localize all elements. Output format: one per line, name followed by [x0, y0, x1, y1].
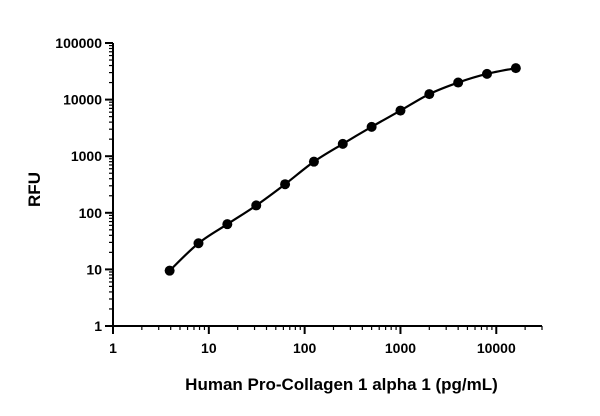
- data-point: [164, 265, 175, 276]
- x-tick-label: 10: [201, 340, 217, 356]
- data-point: [251, 200, 262, 211]
- x-tick-label: 1: [109, 340, 117, 356]
- y-tick-label: 1: [94, 318, 102, 334]
- y-tick-labels: 1 10 100 1000 10000 100000: [55, 35, 102, 334]
- y-tick-label: 10000: [63, 92, 102, 108]
- y-tick-label: 1000: [71, 148, 102, 164]
- data-point: [222, 219, 233, 230]
- fit-curve: [168, 67, 517, 272]
- data-point: [510, 63, 521, 74]
- minor-ticks: [109, 44, 543, 330]
- data-point: [395, 105, 406, 116]
- data-point: [308, 156, 319, 167]
- y-axis-title: RFU: [25, 172, 44, 207]
- x-tick-label: 100: [293, 340, 317, 356]
- x-tick-labels: 1 10 100 1000 10000: [109, 340, 516, 356]
- data-point: [193, 238, 204, 249]
- y-tick-label: 100: [79, 205, 103, 221]
- major-ticks: [105, 42, 498, 334]
- y-tick-label: 10: [86, 261, 102, 277]
- y-tick-label: 100000: [55, 35, 102, 51]
- data-point: [337, 138, 348, 149]
- data-point: [481, 68, 492, 79]
- data-points: [164, 63, 521, 276]
- data-point: [424, 89, 435, 100]
- data-point: [280, 179, 291, 190]
- data-point: [366, 121, 377, 132]
- x-axis-title: Human Pro-Collagen 1 alpha 1 (pg/mL): [185, 375, 498, 394]
- data-point: [453, 77, 464, 88]
- x-tick-label: 10000: [477, 340, 516, 356]
- x-tick-label: 1000: [385, 340, 416, 356]
